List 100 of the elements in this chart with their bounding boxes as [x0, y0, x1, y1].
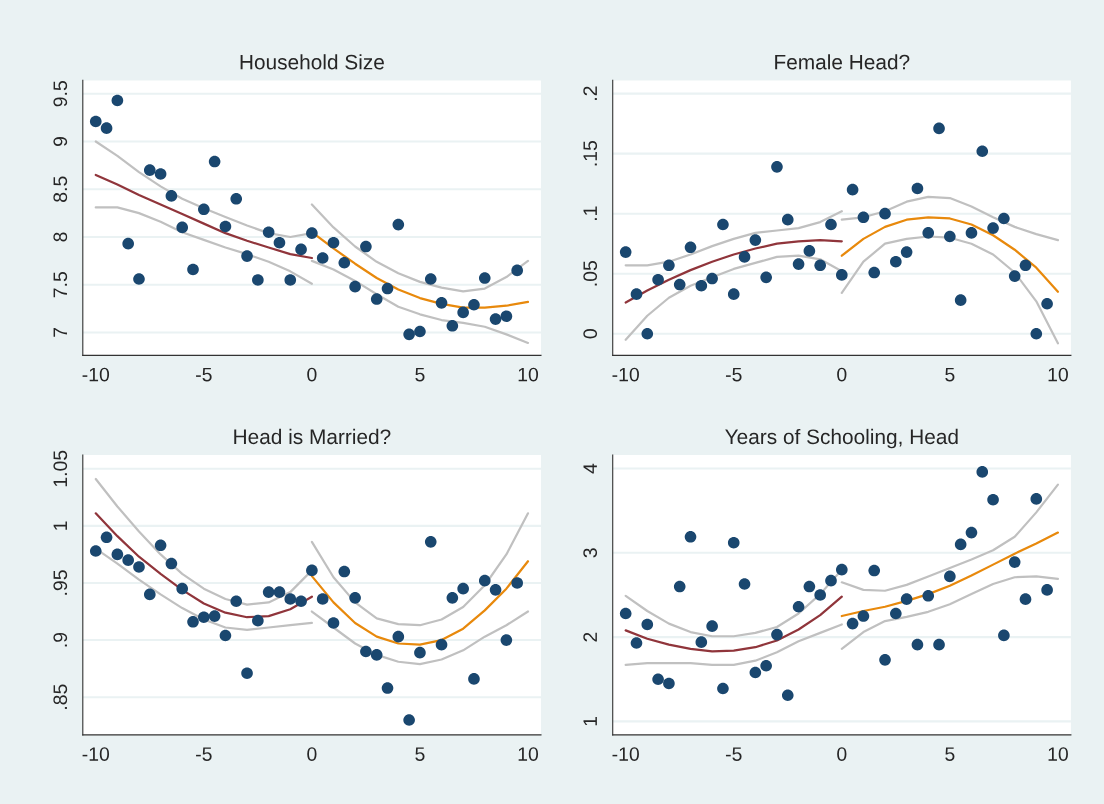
- y-tick-label: 1: [583, 716, 597, 726]
- y-tick-label: 2: [583, 632, 597, 642]
- point: [176, 221, 189, 234]
- point: [327, 617, 340, 629]
- point: [500, 634, 513, 646]
- point: [414, 325, 426, 338]
- point: [273, 236, 286, 249]
- point: [911, 638, 924, 651]
- point: [89, 115, 102, 128]
- point: [273, 586, 286, 598]
- x-tick-label: 5: [945, 747, 955, 761]
- point: [641, 618, 654, 631]
- point: [846, 617, 859, 630]
- point: [727, 536, 740, 549]
- point: [133, 273, 145, 285]
- point: [316, 593, 329, 605]
- x-tick-label: -10: [82, 367, 110, 382]
- point: [468, 298, 480, 311]
- point: [630, 637, 643, 649]
- point: [738, 251, 751, 263]
- point: [1019, 259, 1032, 272]
- point: [868, 266, 881, 279]
- point: [954, 294, 967, 306]
- point: [457, 582, 469, 595]
- point: [435, 297, 448, 309]
- point: [403, 714, 415, 726]
- point: [360, 240, 372, 253]
- y-tick-label: .05: [583, 261, 598, 286]
- line-series: [840, 575, 1060, 651]
- point: [143, 588, 156, 601]
- point: [381, 682, 394, 694]
- point: [187, 615, 199, 628]
- point: [262, 226, 275, 239]
- point: [879, 207, 891, 220]
- x-tick-label: -5: [725, 367, 742, 382]
- point: [673, 580, 686, 593]
- point: [706, 620, 718, 632]
- point: [933, 638, 945, 651]
- point: [944, 570, 956, 583]
- point: [835, 269, 848, 281]
- chart-title: Years of Schooling, Head: [725, 428, 958, 449]
- point: [857, 211, 870, 224]
- point: [781, 213, 794, 226]
- y-tick-label: .2: [583, 86, 597, 100]
- x-tick-label: 10: [1048, 367, 1068, 382]
- point: [316, 252, 329, 264]
- point: [630, 288, 643, 300]
- point: [749, 234, 762, 246]
- point: [198, 203, 210, 216]
- point: [511, 264, 523, 277]
- point: [641, 327, 654, 340]
- y-tick-label: 1.05: [53, 450, 68, 487]
- point: [717, 218, 729, 231]
- x-tick-label: -5: [196, 367, 212, 382]
- x-tick-label: 10: [518, 367, 539, 382]
- line-series: [624, 623, 843, 667]
- x-tick-label: -5: [196, 747, 212, 761]
- y-tick-label: 8: [53, 232, 68, 242]
- x-tick-label: 5: [415, 747, 425, 761]
- x-tick-label: 0: [307, 747, 317, 761]
- point: [252, 614, 264, 627]
- point: [792, 258, 805, 270]
- point: [262, 586, 275, 598]
- line-series: [310, 512, 530, 627]
- chart-title: Head is Married?: [234, 428, 391, 445]
- point: [879, 654, 891, 666]
- point: [803, 580, 816, 593]
- point: [154, 168, 167, 180]
- point: [446, 319, 459, 332]
- point: [338, 256, 351, 269]
- point: [424, 273, 437, 285]
- point: [814, 259, 826, 272]
- point: [976, 145, 989, 158]
- point: [414, 646, 426, 659]
- point: [370, 649, 383, 661]
- point: [111, 94, 124, 107]
- point: [619, 246, 632, 258]
- point: [241, 250, 253, 262]
- point: [1030, 327, 1043, 340]
- point: [230, 192, 243, 205]
- y-tick-label: .95: [53, 570, 68, 595]
- point: [403, 328, 415, 341]
- line-series: [310, 610, 530, 666]
- line-series: [840, 195, 1060, 242]
- point: [749, 666, 762, 679]
- point: [208, 610, 221, 622]
- point: [100, 122, 113, 134]
- point: [890, 255, 902, 268]
- point: [468, 673, 480, 685]
- point: [987, 493, 999, 506]
- x-tick-label: -10: [612, 747, 639, 761]
- x-tick-label: -10: [82, 747, 110, 761]
- point: [781, 689, 794, 702]
- point: [987, 222, 999, 234]
- y-tick-label: .9: [53, 632, 68, 647]
- point: [825, 218, 837, 231]
- point: [706, 272, 718, 285]
- point: [619, 607, 632, 620]
- point: [241, 667, 253, 679]
- point: [976, 466, 989, 478]
